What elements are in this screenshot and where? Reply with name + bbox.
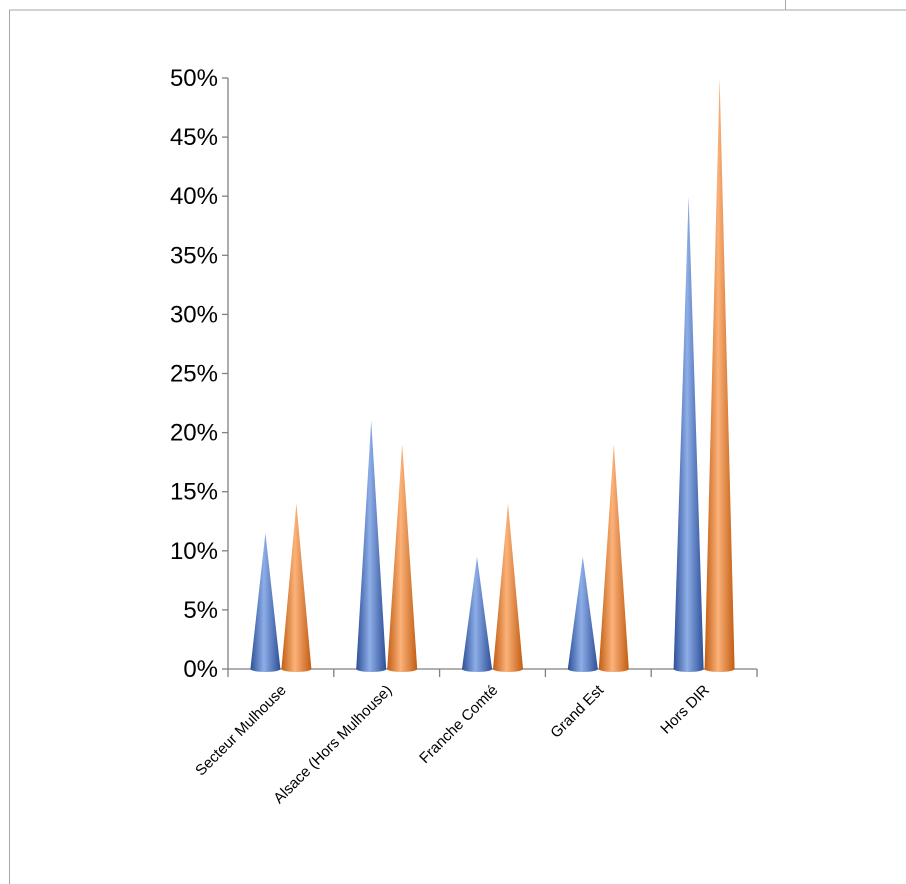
- y-tick-label: 25%: [170, 361, 218, 388]
- frame-lines: [9, 0, 906, 884]
- x-category-label: Hors DIR: [657, 682, 713, 738]
- x-axis: [227, 668, 758, 677]
- x-category-label: Secteur Mulhouse: [192, 682, 290, 780]
- cone-bar-series-a: [673, 196, 704, 672]
- x-category-label: Grand Est: [547, 681, 607, 741]
- y-tick-label: 45%: [170, 124, 218, 151]
- x-category-label: Alsace (Hors Mulhouse): [270, 682, 395, 807]
- y-tick-label: 20%: [170, 420, 218, 447]
- cone-bar-series-a: [462, 556, 492, 672]
- y-tick-label: 30%: [170, 301, 218, 328]
- cone-bar-series-a: [356, 420, 387, 672]
- y-tick-label: 35%: [170, 242, 218, 269]
- bars: [250, 78, 735, 672]
- cone-bar-series-b: [598, 444, 629, 672]
- y-tick-label: 10%: [170, 538, 218, 565]
- y-tick-label: 40%: [170, 183, 218, 210]
- cone-bar-series-b: [493, 503, 523, 672]
- x-category-label: Franche Comté: [416, 682, 501, 767]
- cone-bar-series-b: [281, 503, 312, 672]
- cone-bar-series-b: [387, 444, 418, 672]
- cone-bar-series-a: [567, 556, 598, 672]
- y-tick-label: 15%: [170, 479, 218, 506]
- y-tick-label: 50%: [170, 65, 218, 92]
- y-tick-label: 5%: [183, 597, 218, 624]
- y-tick-label: 0%: [183, 656, 218, 683]
- cone-bar-series-b: [704, 78, 735, 672]
- y-axis: 0% 5% 10% 15% 20% 25% 30% 35% 40% 45% 50%: [170, 65, 229, 683]
- cone-bar-series-a: [250, 533, 281, 672]
